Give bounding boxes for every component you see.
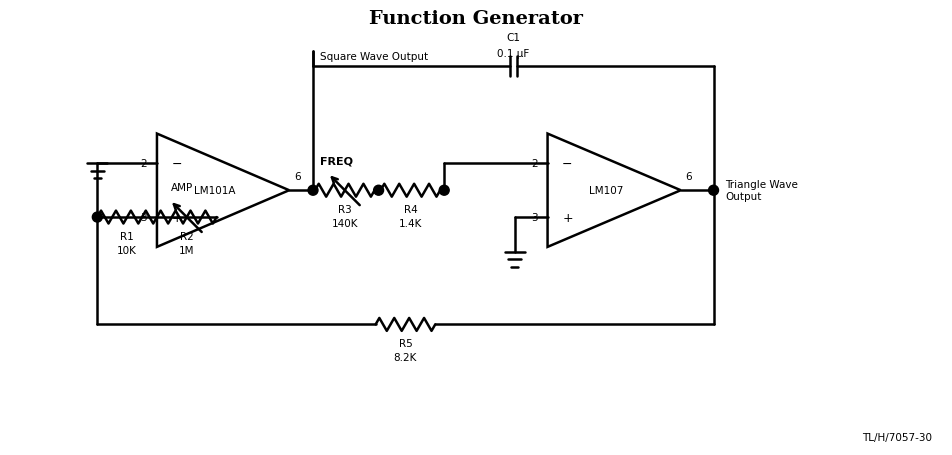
Text: 2: 2: [140, 159, 147, 169]
Text: 6: 6: [685, 172, 691, 182]
Text: R1: R1: [120, 232, 134, 242]
Text: −: −: [171, 157, 182, 171]
Text: AMP: AMP: [170, 183, 192, 193]
Text: 3: 3: [140, 212, 147, 222]
Text: 0.1 μF: 0.1 μF: [497, 49, 529, 59]
Text: R4: R4: [403, 205, 417, 215]
Text: 6: 6: [294, 172, 301, 182]
Text: +: +: [171, 211, 182, 224]
Text: 2: 2: [530, 159, 537, 169]
Text: R5: R5: [398, 339, 412, 349]
Text: 140K: 140K: [331, 218, 358, 228]
Text: 3: 3: [530, 212, 537, 222]
Text: −: −: [562, 157, 572, 171]
Text: C1: C1: [506, 33, 520, 43]
Text: 1M: 1M: [179, 245, 194, 255]
Circle shape: [92, 212, 102, 222]
Circle shape: [307, 186, 318, 196]
Text: +: +: [562, 211, 572, 224]
Text: 10K: 10K: [117, 245, 137, 255]
Text: Square Wave Output: Square Wave Output: [320, 52, 427, 62]
Text: LM101A: LM101A: [194, 186, 235, 196]
Text: LM107: LM107: [588, 186, 623, 196]
Text: Function Generator: Function Generator: [369, 10, 583, 28]
Circle shape: [373, 186, 383, 196]
Text: 1.4K: 1.4K: [398, 218, 422, 228]
Text: TL/H/7057-30: TL/H/7057-30: [862, 432, 931, 442]
Circle shape: [708, 186, 718, 196]
Text: Triangle Wave
Output: Triangle Wave Output: [724, 180, 798, 202]
Text: FREQ: FREQ: [320, 156, 353, 166]
Circle shape: [439, 186, 448, 196]
Text: R3: R3: [338, 205, 351, 215]
Text: 8.2K: 8.2K: [393, 353, 417, 363]
Text: R2: R2: [180, 232, 193, 242]
